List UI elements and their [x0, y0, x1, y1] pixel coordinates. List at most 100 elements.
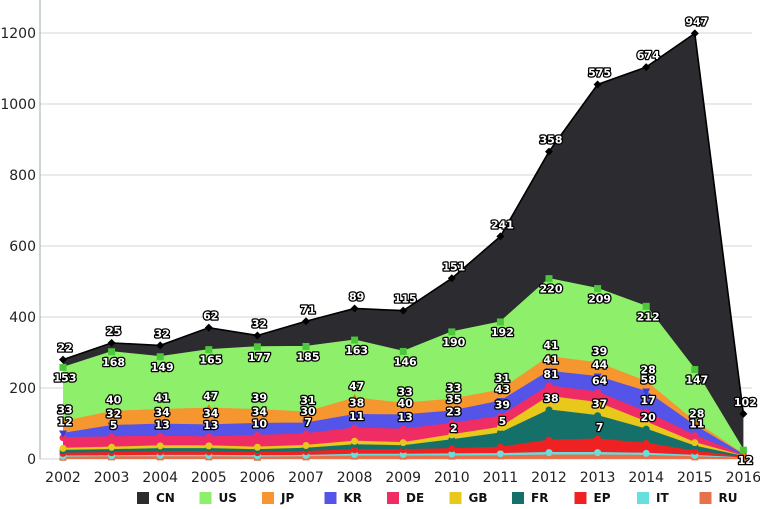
marker-jp[interactable] — [642, 377, 651, 385]
marker-de[interactable] — [642, 408, 650, 416]
marker-kr[interactable] — [545, 368, 553, 376]
legend-item-kr[interactable]: KR — [324, 491, 363, 505]
marker-de[interactable] — [59, 434, 67, 442]
marker-ep[interactable] — [691, 447, 699, 455]
marker-us[interactable] — [496, 318, 504, 326]
marker-gb[interactable] — [108, 443, 116, 451]
marker-cn[interactable] — [399, 306, 408, 315]
marker-jp[interactable] — [447, 395, 456, 403]
marker-gb[interactable] — [691, 439, 699, 447]
marker-cn[interactable] — [107, 338, 116, 347]
marker-jp[interactable] — [496, 386, 505, 394]
marker-jp[interactable] — [545, 352, 553, 360]
marker-kr[interactable] — [350, 411, 359, 419]
marker-jp[interactable] — [204, 404, 213, 412]
marker-jp[interactable] — [399, 399, 408, 407]
marker-us[interactable] — [594, 285, 602, 293]
marker-de[interactable] — [156, 432, 164, 440]
marker-gb[interactable] — [448, 431, 456, 439]
marker-gb[interactable] — [59, 444, 67, 452]
marker-us[interactable] — [399, 347, 407, 355]
marker-gb[interactable] — [594, 399, 602, 407]
marker-us[interactable] — [691, 366, 699, 374]
marker-it[interactable] — [496, 450, 504, 458]
marker-gb[interactable] — [399, 439, 407, 447]
marker-cn[interactable] — [739, 409, 748, 418]
marker-gb[interactable] — [205, 442, 213, 450]
marker-ep[interactable] — [642, 439, 650, 447]
marker-fr[interactable] — [496, 429, 504, 437]
marker-jp[interactable] — [350, 393, 359, 401]
marker-kr[interactable] — [302, 420, 310, 428]
marker-de[interactable] — [448, 420, 456, 427]
marker-de[interactable] — [205, 433, 213, 441]
marker-gb[interactable] — [545, 393, 553, 401]
marker-gb[interactable] — [302, 442, 310, 450]
marker-jp[interactable] — [739, 450, 748, 458]
legend-item-gb[interactable]: GB — [449, 491, 488, 505]
marker-kr[interactable] — [253, 420, 262, 428]
marker-us[interactable] — [545, 275, 553, 283]
marker-jp[interactable] — [156, 405, 165, 413]
marker-de[interactable] — [253, 432, 261, 440]
marker-jp[interactable] — [253, 405, 262, 413]
marker-fr[interactable] — [594, 412, 602, 420]
marker-gb[interactable] — [253, 443, 261, 451]
marker-jp[interactable] — [107, 407, 116, 415]
marker-de[interactable] — [108, 433, 116, 441]
marker-jp[interactable] — [302, 408, 310, 416]
marker-us[interactable] — [108, 348, 116, 356]
legend-item-ru[interactable]: RU — [699, 491, 738, 505]
marker-ep[interactable] — [545, 436, 553, 444]
legend-item-it[interactable]: IT — [637, 491, 669, 505]
marker-kr[interactable] — [496, 398, 505, 406]
marker-ep[interactable] — [496, 443, 504, 451]
marker-ep[interactable] — [351, 446, 359, 454]
marker-us[interactable] — [156, 353, 164, 361]
marker-de[interactable] — [302, 430, 310, 438]
legend-item-jp[interactable]: JP — [262, 491, 294, 505]
legend-item-de[interactable]: DE — [387, 491, 424, 505]
marker-fr[interactable] — [448, 436, 456, 444]
marker-us[interactable] — [448, 328, 456, 336]
marker-us[interactable] — [351, 336, 359, 344]
marker-fr[interactable] — [642, 425, 650, 433]
marker-it[interactable] — [642, 449, 650, 457]
marker-ep[interactable] — [448, 445, 456, 453]
marker-it[interactable] — [448, 450, 456, 458]
marker-cn[interactable] — [302, 317, 310, 326]
marker-cn[interactable] — [204, 323, 213, 332]
marker-cn[interactable] — [690, 29, 699, 38]
marker-us[interactable] — [253, 343, 261, 351]
marker-cn[interactable] — [642, 63, 651, 72]
marker-cn[interactable] — [253, 331, 262, 340]
marker-us[interactable] — [205, 346, 213, 354]
marker-kr[interactable] — [593, 373, 602, 381]
marker-kr[interactable] — [447, 408, 456, 416]
marker-gb[interactable] — [496, 423, 504, 431]
marker-it[interactable] — [594, 449, 602, 457]
marker-ep[interactable] — [594, 435, 602, 443]
marker-us[interactable] — [642, 302, 650, 310]
marker-us[interactable] — [739, 446, 747, 454]
marker-de[interactable] — [351, 424, 359, 432]
marker-de[interactable] — [691, 432, 699, 440]
marker-gb[interactable] — [642, 418, 650, 426]
marker-kr[interactable] — [156, 421, 165, 429]
marker-cn[interactable] — [59, 355, 67, 364]
marker-fr[interactable] — [545, 406, 553, 414]
marker-gb[interactable] — [351, 437, 359, 445]
marker-jp[interactable] — [593, 358, 602, 366]
legend-item-cn[interactable]: CN — [137, 491, 175, 505]
marker-it[interactable] — [545, 449, 553, 457]
marker-kr[interactable] — [107, 422, 116, 430]
marker-de[interactable] — [594, 388, 602, 396]
legend-item-us[interactable]: US — [199, 491, 237, 505]
marker-jp[interactable] — [690, 417, 699, 425]
marker-cn[interactable] — [156, 341, 165, 350]
marker-kr[interactable] — [59, 430, 67, 438]
marker-jp[interactable] — [59, 417, 67, 425]
marker-kr[interactable] — [642, 388, 651, 396]
marker-de[interactable] — [545, 382, 553, 390]
marker-kr[interactable] — [204, 421, 213, 429]
